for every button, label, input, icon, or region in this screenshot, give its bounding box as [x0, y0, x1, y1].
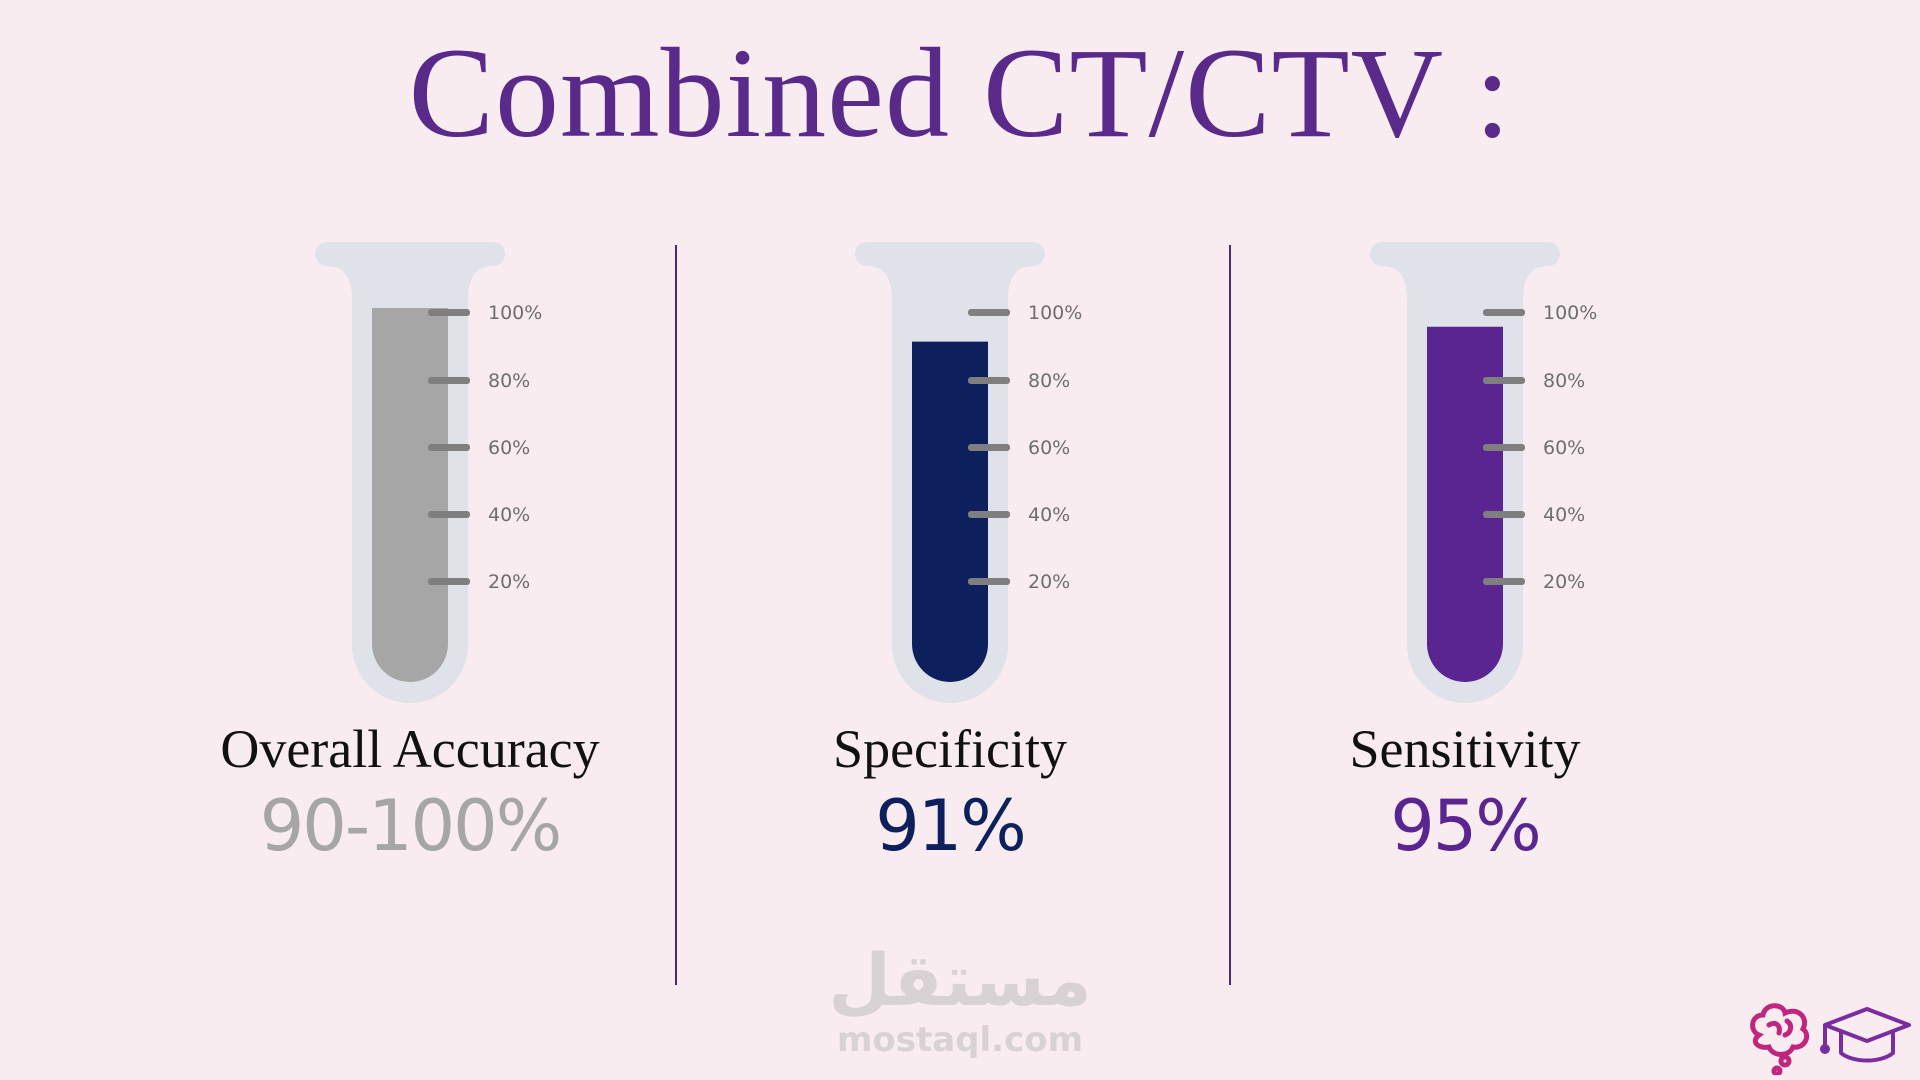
tick-label: 40%: [488, 504, 530, 526]
watermark-url: mostaql.com: [836, 1020, 1084, 1060]
metric-value: 95%: [1390, 785, 1542, 867]
tick-mark: [968, 444, 1010, 451]
metric-panel: 100% 80% 60% 40% 20% Specificity 91%: [605, 0, 1245, 1080]
tick-mark: [1483, 309, 1525, 316]
divider-left: [675, 245, 677, 985]
tube-liquid: [1427, 326, 1503, 682]
tick-label: 100%: [1543, 302, 1597, 324]
tick-mark: [968, 578, 1010, 585]
tick-mark: [428, 511, 470, 518]
graduation-cap-icon: [1820, 1007, 1911, 1063]
tick-label: 60%: [488, 437, 530, 459]
metric-value: 90-100%: [259, 785, 562, 867]
brand-logo: [1750, 1003, 1911, 1075]
tick-label: 40%: [1028, 504, 1070, 526]
tick-mark: [1483, 578, 1525, 585]
tick-label: 20%: [1028, 571, 1070, 593]
metric-label: Sensitivity: [1349, 719, 1581, 779]
tick-label: 80%: [488, 370, 530, 392]
metric-panel: 100% 80% 60% 40% 20% Overall Accuracy 90-100%: [85, 0, 725, 1080]
divider-right: [1229, 245, 1231, 985]
tick-label: 80%: [1543, 370, 1585, 392]
watermark-arabic: مستقل: [828, 938, 1092, 1022]
tick-label: 60%: [1028, 437, 1070, 459]
page-title: Combined CT/CTV :: [408, 22, 1512, 164]
tick-mark: [428, 377, 470, 384]
tick-mark: [968, 511, 1010, 518]
tick-label: 80%: [1028, 370, 1070, 392]
tick-label: 20%: [1543, 571, 1585, 593]
tick-mark: [428, 444, 470, 451]
tick-mark: [968, 377, 1010, 384]
test-tube-gauge: 100% 80% 60% 40% 20%: [315, 242, 542, 703]
tick-label: 60%: [1543, 437, 1585, 459]
test-tube-gauge: 100% 80% 60% 40% 20%: [1370, 242, 1597, 703]
metric-label: Overall Accuracy: [220, 719, 600, 779]
tick-mark: [968, 309, 1010, 316]
metric-panel: 100% 80% 60% 40% 20% Sensitivity 95%: [1140, 0, 1780, 1080]
brain-icon: [1750, 1003, 1810, 1075]
tick-mark: [428, 578, 470, 585]
metric-value: 91%: [875, 785, 1027, 867]
tick-mark: [1483, 377, 1525, 384]
tick-label: 40%: [1543, 504, 1585, 526]
tick-mark: [428, 309, 470, 316]
tick-label: 100%: [1028, 302, 1082, 324]
tube-liquid: [912, 341, 988, 682]
tick-mark: [1483, 511, 1525, 518]
tick-label: 100%: [488, 302, 542, 324]
tube-liquid: [372, 308, 448, 682]
tick-mark: [1483, 444, 1525, 451]
metric-label: Specificity: [833, 719, 1067, 779]
test-tube-gauge: 100% 80% 60% 40% 20%: [855, 242, 1082, 703]
tick-label: 20%: [488, 571, 530, 593]
